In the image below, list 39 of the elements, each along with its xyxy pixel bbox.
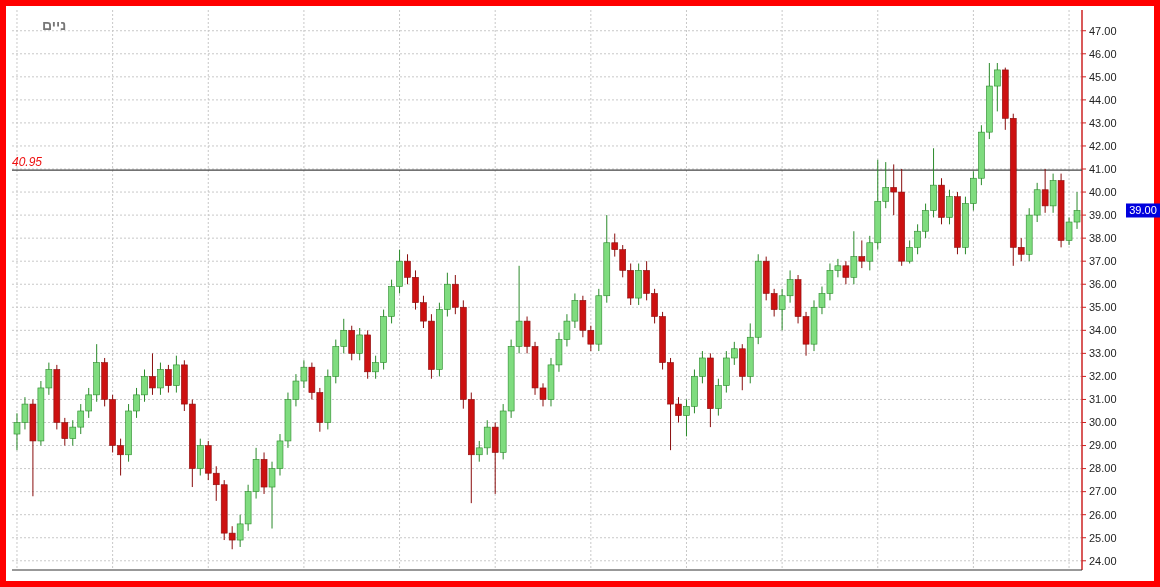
y-tick-label: 32.00: [1089, 370, 1117, 383]
candlestick: [149, 352, 156, 396]
y-tick-label: 42.00: [1089, 139, 1117, 152]
y-tick-label: 28.00: [1089, 462, 1117, 475]
y-tick-label: 29.00: [1089, 439, 1117, 452]
candlestick: [356, 327, 363, 361]
candlestick: [165, 364, 172, 394]
ref-line-label: 40.95: [12, 155, 43, 170]
y-tick-label: 39.00: [1089, 208, 1117, 221]
y-tick-label: 27.00: [1089, 485, 1117, 498]
y-tick-label: 47.00: [1089, 24, 1117, 37]
candlestick: [858, 239, 866, 269]
y-tick-label: 30.00: [1089, 416, 1117, 429]
y-tick-label: 26.00: [1089, 508, 1117, 521]
y-tick-label: 24.00: [1089, 554, 1117, 567]
candlestick: [348, 325, 356, 361]
y-tick-label: 37.00: [1089, 255, 1117, 268]
y-tick-label: 25.00: [1089, 531, 1117, 544]
candlestick: [946, 189, 953, 225]
y-tick-label: 35.00: [1089, 301, 1117, 314]
y-tick-label: 36.00: [1089, 278, 1117, 291]
candlestick: [850, 230, 858, 285]
y-tick-label: 34.00: [1089, 324, 1117, 337]
candlestick: [197, 438, 204, 477]
y-tick-label: 41.00: [1089, 162, 1117, 175]
text: 39.00: [1129, 204, 1157, 217]
y-tick-label: 40.00: [1089, 185, 1117, 198]
y-tick-label: 46.00: [1089, 47, 1117, 60]
y-tick-label: 43.00: [1089, 116, 1117, 129]
y-tick-label: 45.00: [1089, 70, 1117, 83]
y-tick-label: 44.00: [1089, 93, 1117, 106]
y-tick-label: 31.00: [1089, 393, 1117, 406]
candlestick: [842, 260, 850, 285]
candlestick: [1041, 168, 1049, 214]
y-tick-label: 33.00: [1089, 347, 1117, 360]
candlestick: [157, 362, 164, 396]
candlestick: [173, 355, 180, 394]
y-tick-label: 38.00: [1089, 232, 1117, 244]
text: ניים: [42, 17, 67, 33]
